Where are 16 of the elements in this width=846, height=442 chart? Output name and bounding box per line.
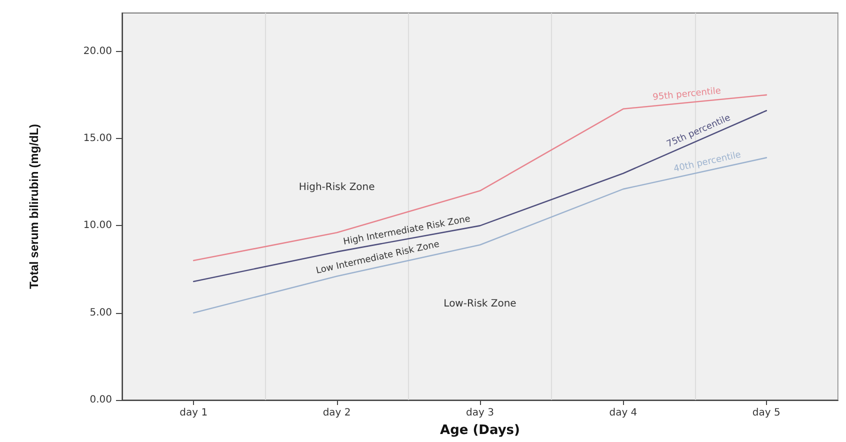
- x-tick-label: day 1: [180, 408, 208, 418]
- x-tick-label: day 5: [752, 408, 780, 418]
- text: 95th percentile: [652, 86, 722, 103]
- annotation: High-Risk Zone: [298, 182, 375, 193]
- y-tick-label: 0.00: [90, 394, 112, 406]
- x-axis-title: Age (Days): [440, 423, 520, 438]
- y-tick-label: 15.00: [83, 133, 112, 144]
- y-axis-title: Total serum bilirubin (mg/dL): [27, 124, 41, 290]
- x-tick-label: day 3: [466, 408, 494, 418]
- y-tick-label: 5.00: [90, 307, 112, 318]
- line-series: [192, 110, 768, 282]
- x-tick-label: day 2: [322, 408, 351, 418]
- y-tick-label: 10.00: [83, 220, 112, 232]
- x-tick-label: day 4: [609, 408, 638, 418]
- y-tick-label: 20.00: [83, 46, 112, 57]
- annotation: Low-Risk Zone: [444, 298, 516, 310]
